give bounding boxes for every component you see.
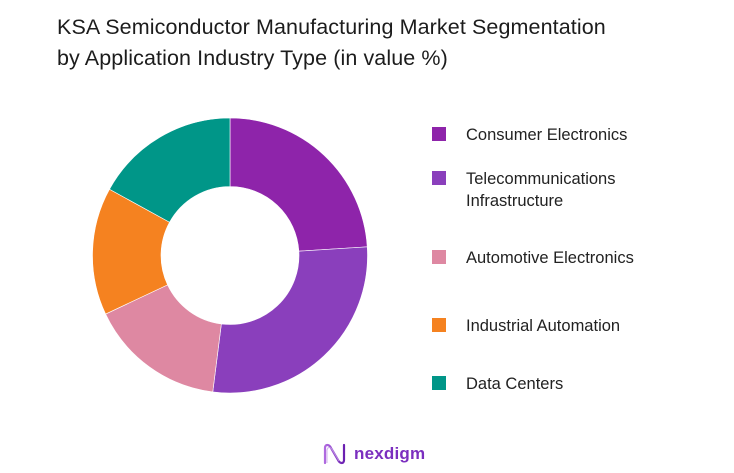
legend-label: Automotive Electronics (466, 249, 634, 267)
chart-title-line-1: KSA Semiconductor Manufacturing Market S… (57, 15, 606, 39)
donut-segment-consumer-electronics (229, 117, 368, 252)
legend-item: Consumer Electronics (432, 124, 666, 146)
legend-item: Automotive Electronics (432, 247, 666, 269)
legend-swatch-icon (432, 127, 446, 141)
legend-swatch-icon (432, 250, 446, 264)
chart-title-line-2: by Application Industry Type (in value %… (57, 46, 448, 70)
brand-footer: nexdigm (322, 443, 425, 465)
legend-item: Industrial Automation (432, 315, 666, 337)
legend-label: Industrial Automation (466, 317, 621, 335)
legend-swatch-icon (432, 171, 446, 185)
legend-item: Telecommunications Infrastructure (432, 168, 641, 212)
donut-segment-telecommunications-infrastructure (212, 246, 368, 394)
legend-label: Consumer Electronics (466, 126, 628, 144)
legend-label: Telecommunications Infrastructure (466, 170, 616, 210)
legend-swatch-icon (432, 318, 446, 332)
donut-segment-data-centers (109, 117, 231, 223)
legend-swatch-icon (432, 376, 446, 390)
legend-item: Data Centers (432, 373, 666, 395)
chart-title: KSA Semiconductor Manufacturing Market S… (57, 12, 717, 74)
wave-n-logo-icon (323, 443, 346, 465)
brand-name: nexdigm (354, 444, 426, 463)
legend-label: Data Centers (466, 375, 564, 393)
